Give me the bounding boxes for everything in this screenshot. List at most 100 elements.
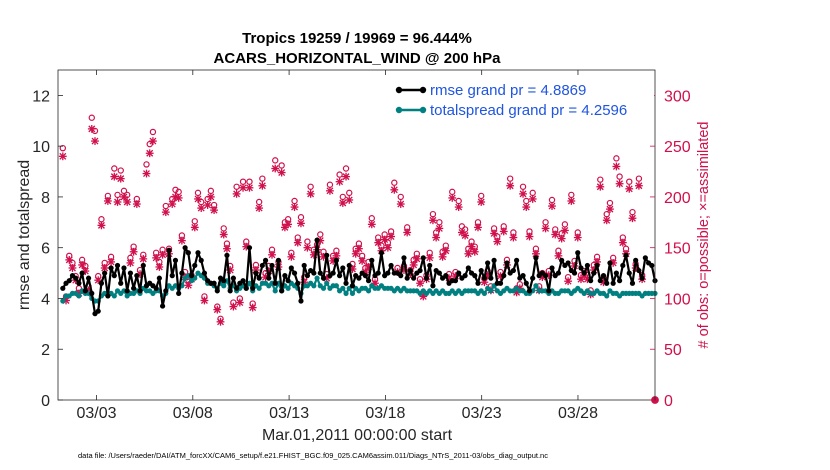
rmse-point — [85, 275, 92, 281]
obs-assimilated-marker — [194, 195, 202, 203]
obs-count-markers — [58, 114, 659, 404]
rmse-point — [401, 255, 407, 261]
rmse-point — [134, 273, 140, 279]
obs-assimilated-marker — [612, 162, 621, 171]
obs-assimilated-marker — [387, 232, 395, 241]
rmse-point — [456, 270, 462, 276]
obs-assimilated-marker — [248, 303, 257, 312]
obs-assimilated-marker — [554, 251, 563, 260]
x-tick-label: 03/18 — [365, 405, 405, 422]
rmse-point — [282, 273, 288, 279]
obs-assimilated-marker — [525, 232, 534, 241]
obs-assimilated-marker — [380, 235, 389, 244]
rmse-point — [485, 260, 491, 266]
obs-possible-marker — [143, 161, 150, 168]
obs-assimilated-marker — [139, 254, 148, 263]
rmse-point — [279, 288, 285, 294]
rmse-point — [530, 275, 536, 281]
obs-assimilated-marker — [129, 247, 138, 256]
obs-assimilated-marker — [190, 223, 199, 232]
obs-assimilated-marker — [541, 224, 550, 233]
rmse-point — [649, 262, 655, 269]
obs-assimilated-marker — [490, 229, 498, 238]
totalspread-point — [60, 298, 66, 304]
rmse-point — [224, 252, 230, 258]
rmse-point — [497, 280, 504, 286]
totalspread-point — [533, 283, 539, 289]
obs-possible-marker — [397, 193, 404, 201]
rmse-point — [121, 265, 127, 271]
rmse-point — [118, 280, 124, 286]
obs-assimilated-marker — [287, 252, 296, 261]
rmse-point — [311, 270, 317, 276]
obs-assimilated-marker — [103, 197, 112, 205]
rmse-point — [504, 260, 510, 266]
rmse-point — [95, 308, 101, 314]
obs-assimilated-marker — [635, 181, 643, 190]
rmse-point — [82, 288, 88, 294]
rmse-point — [172, 257, 179, 263]
legend-spread-marker-right — [419, 106, 427, 114]
totalspread-point — [343, 290, 349, 296]
obs-possible-marker — [597, 176, 604, 183]
rmse-point — [578, 265, 584, 271]
obs-assimilated-marker — [68, 264, 77, 272]
obs-assimilated-marker — [210, 206, 218, 215]
obs-assimilated-marker — [522, 203, 531, 211]
obs-assimilated-marker — [625, 184, 634, 193]
obs-assimilated-marker — [493, 237, 502, 246]
obs-assimilated-marker — [438, 252, 447, 261]
obs-assimilated-marker — [564, 277, 573, 286]
rmse-point — [291, 270, 298, 276]
axes-frame — [57, 69, 656, 401]
rmse-point — [192, 262, 198, 269]
obs-assimilated-marker — [338, 199, 347, 207]
obs-assimilated-marker — [235, 298, 244, 307]
obs-possible-marker — [272, 157, 279, 164]
obs-assimilated-marker — [116, 174, 125, 183]
obs-assimilated-marker — [367, 220, 376, 229]
rmse-point — [510, 267, 516, 274]
rmse-point — [298, 298, 304, 304]
rmse-point — [256, 275, 262, 281]
rmse-point — [633, 257, 639, 263]
rmse-point — [343, 280, 349, 286]
rmse-point — [565, 260, 571, 266]
rmse-point — [555, 270, 562, 276]
obs-assimilated-marker — [383, 243, 392, 252]
obs-assimilated-marker — [358, 256, 367, 265]
obs-assimilated-marker — [155, 263, 164, 271]
rmse-point — [156, 275, 162, 281]
totalspread-point — [481, 290, 488, 296]
left-tick-label: 6 — [41, 241, 50, 258]
rmse-point — [626, 270, 632, 276]
rmse-point — [443, 273, 449, 279]
rmse-point — [411, 275, 417, 281]
rmse-series — [60, 237, 658, 317]
rmse-point — [423, 275, 430, 281]
obs-assimilated-marker — [206, 193, 215, 201]
x-tick-label: 03/13 — [269, 405, 309, 422]
rmse-point — [520, 273, 526, 279]
totalspread-point — [488, 288, 494, 294]
rmse-point — [131, 285, 137, 291]
x-tick-label: 03/23 — [462, 405, 502, 422]
obs-assimilated-marker — [110, 172, 119, 181]
rmse-point — [475, 280, 481, 286]
rmse-point — [195, 250, 201, 256]
left-tick-label: 10 — [32, 139, 50, 156]
rmse-point — [600, 273, 607, 279]
obs-assimilated-marker — [200, 296, 209, 305]
legend-spread-label: totalspread grand pr = 4.2596 — [430, 102, 627, 119]
obs-assimilated-marker — [132, 200, 141, 208]
rmse-point — [243, 285, 249, 291]
obs-possible-marker — [259, 175, 266, 182]
obs-assimilated-marker — [528, 195, 537, 203]
rmse-point — [388, 262, 394, 269]
obs-assimilated-marker — [425, 253, 434, 262]
x-tick-label: 03/08 — [173, 405, 213, 422]
obs-assimilated-marker — [548, 202, 556, 210]
obs-assimilated-marker — [113, 198, 122, 206]
obs-possible-marker — [117, 167, 124, 174]
rmse-point — [188, 273, 195, 279]
